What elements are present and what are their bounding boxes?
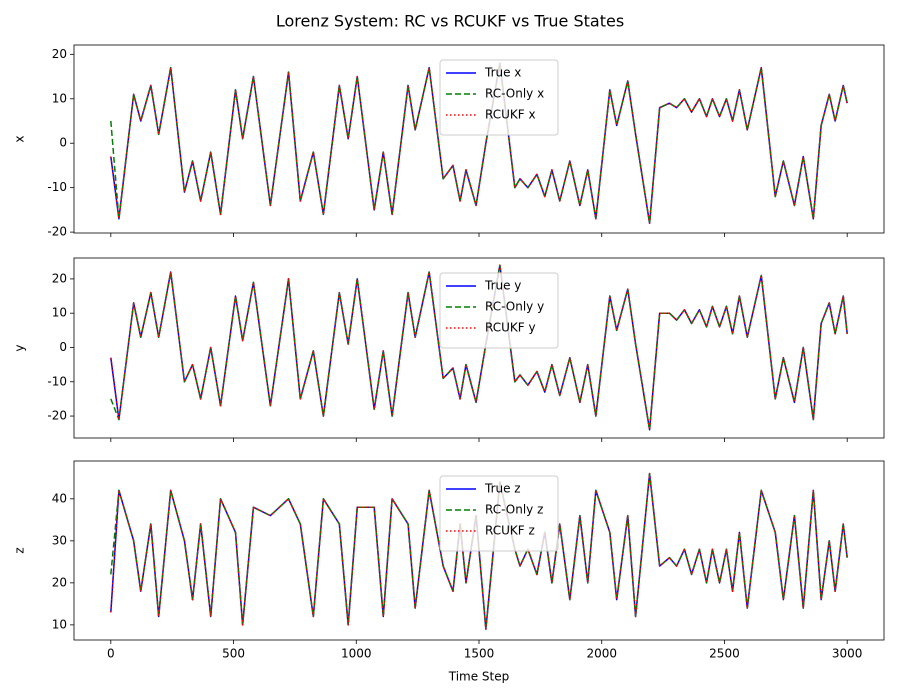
x-tick-label: 500 [222,647,245,661]
series-line [110,62,848,224]
y-tick-label: 20 [52,575,67,589]
y-axis-label: y [13,344,27,351]
x-tick-label: 2000 [586,647,617,661]
legend-box [439,272,559,349]
y-tick-label: 0 [59,340,67,354]
y-tick-label: -20 [47,409,67,423]
figure-title: Lorenz System: RC vs RCUKF vs True State… [276,12,624,31]
y-tick-label: 0 [59,136,67,150]
y-tick-label: 20 [52,47,67,61]
legend-box [439,59,559,136]
x-tick-label: 1500 [464,647,495,661]
y-tick-label: 10 [52,306,67,320]
y-tick-label: 10 [52,91,67,105]
legend-label: True x [484,66,521,80]
legend-label: RC-Only y [485,300,544,314]
legend-label: True z [484,482,521,496]
x-tick-label: 1000 [341,647,372,661]
axes: 10 20 30 40 0 500 1000 1500 2000 2500 3000 z Time St… [13,460,885,684]
y-axis-label: z [13,547,27,553]
legend-label: RCUKF z [485,524,535,538]
legend-label: RCUKF x [485,108,536,122]
y-tick-label: 10 [52,617,67,631]
y-tick-label: -20 [47,225,67,239]
axes: -20 -10 0 10 20 x True x RC-Only x RCUKF x [13,44,885,239]
series-line [110,264,848,431]
legend-box [439,475,559,552]
legend-label: True y [484,279,521,293]
plot-lines [110,62,848,224]
y-tick-label: -10 [47,180,67,194]
legend-label: RCUKF y [485,321,536,335]
legend: True x RC-Only x RCUKF x [439,59,559,136]
x-tick-label: 3000 [832,647,863,661]
y-axis-label: x [13,135,27,142]
y-tick-label: 30 [52,533,67,547]
y-tick-label: 20 [52,271,67,285]
axes-frame [73,460,885,641]
axes: -20 -10 0 10 20 y True y RC-Only y RCUKF y [13,257,885,442]
x-tick-label: 2500 [709,647,740,661]
y-tick-label: -10 [47,374,67,388]
legend: True z RC-Only z RCUKF z [439,475,559,552]
axes-frame [73,44,885,234]
plot-lines [110,472,848,630]
y-tick-label: 40 [52,491,67,505]
plot-lines [110,264,848,431]
x-tick-label: 0 [107,647,115,661]
legend-label: RC-Only z [485,503,543,517]
axes-frame [73,257,885,439]
series-line [110,472,848,630]
legend-label: RC-Only x [485,87,544,101]
x-axis-label: Time Step [448,670,510,684]
legend: True y RC-Only y RCUKF y [439,272,559,349]
